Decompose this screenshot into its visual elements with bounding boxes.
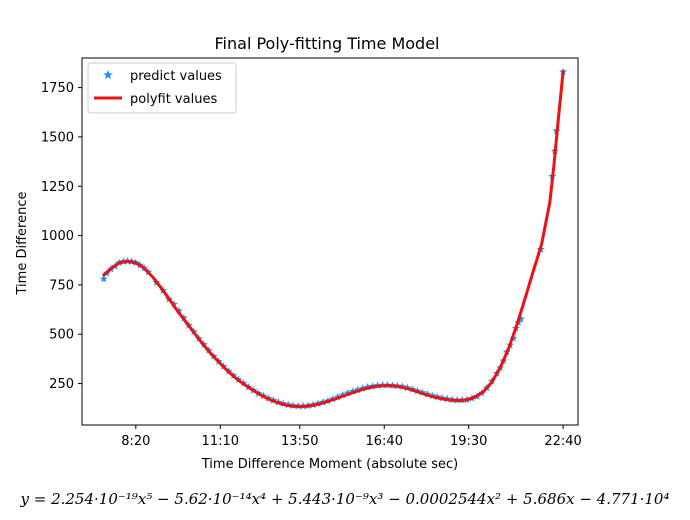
x-tick-label: 13:50 [281,434,318,449]
legend: predict values polyfit values [87,62,237,114]
y-tick-label: 1000 [41,229,74,244]
x-tick-label: 19:30 [450,434,487,449]
legend-box [87,62,237,114]
legend-star-icon [103,70,113,80]
legend-label-polyfit-values: polyfit values [130,92,217,107]
y-axis: 250 500 750 1000 1250 1500 1750 [41,81,82,392]
y-tick-label: 250 [49,377,74,392]
series-polyfit-values-line [102,70,565,409]
predict-point [358,384,367,392]
x-tick-label: 22:40 [544,434,581,449]
x-axis-label: Time Difference Moment (absolute sec) [201,457,458,472]
y-tick-label: 750 [49,278,74,293]
x-tick-label: 16:40 [366,434,403,449]
data-marks [99,67,568,410]
legend-label-predict-values: predict values [130,69,222,84]
predict-point [343,388,352,397]
x-tick-label: 8:20 [121,434,150,449]
y-axis-label: Time Difference [15,192,30,296]
y-tick-label: 500 [49,328,74,343]
x-axis: 8:20 11:10 13:50 16:40 19:30 22:40 [121,425,582,449]
y-tick-label: 1500 [41,130,74,145]
predict-point [516,314,525,323]
y-tick-label: 1250 [41,180,74,195]
predict-point [348,387,357,395]
legend-marker-predict-values [103,70,113,80]
fit-equation: y = 2.254·10⁻¹⁹x⁵ − 5.62·10⁻¹⁴x⁴ + 5.443… [20,490,670,508]
x-tick-label: 11:10 [202,434,239,449]
predict-point [99,274,108,283]
plot-area [81,57,579,426]
chart-title: Final Poly-fitting Time Model [215,34,440,53]
y-tick-label: 1750 [41,81,74,96]
